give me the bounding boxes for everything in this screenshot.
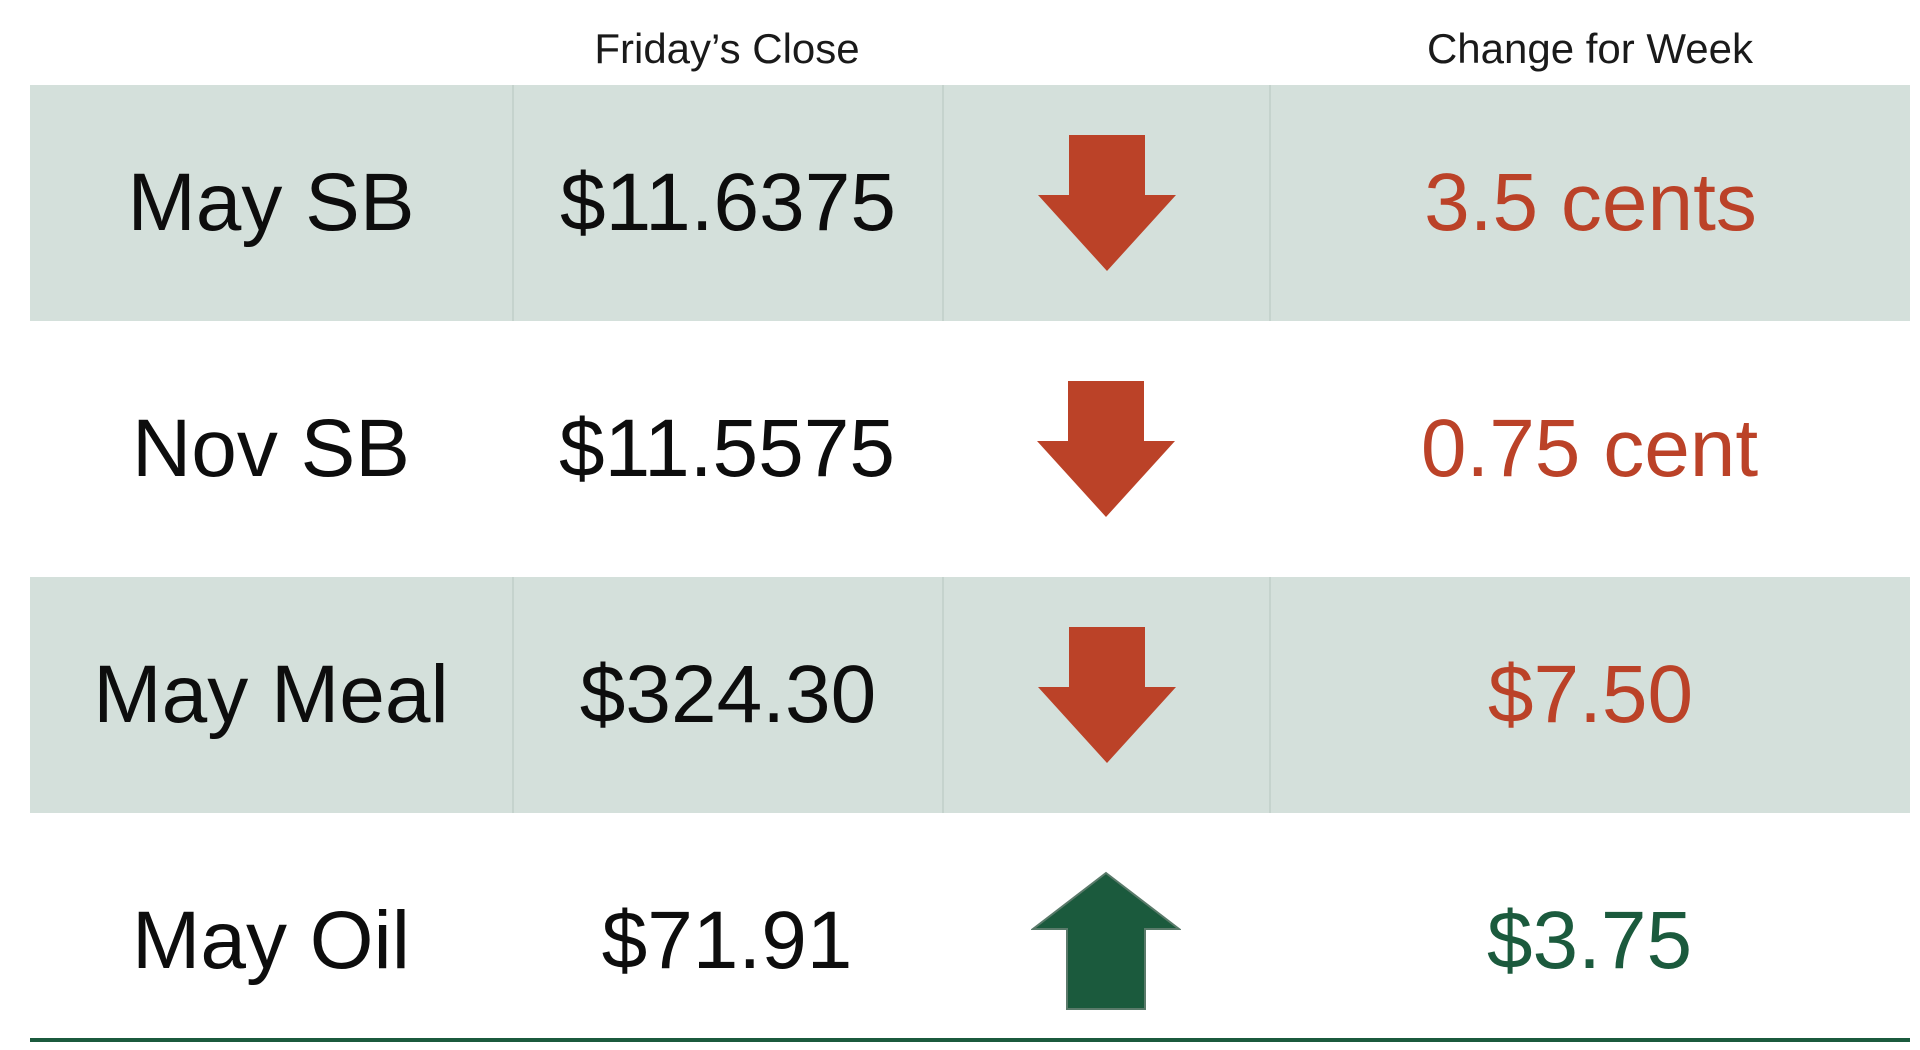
down-arrow-icon: [942, 577, 1269, 813]
table-row: Nov SB $11.5575 0.75 cent: [30, 331, 1910, 567]
table-row: May Meal $324.30 $7.50: [30, 577, 1910, 813]
fridays-close-value: $71.91: [601, 895, 853, 986]
fridays-close-value: $11.6375: [512, 85, 942, 321]
fridays-close-value: $11.5575: [559, 403, 895, 494]
commodity-name: Nov SB: [132, 403, 410, 494]
price-table: May SB $11.6375 3.5 cents Nov SB $11.557…: [30, 85, 1910, 1050]
fridays-close-value: $324.30: [512, 577, 942, 813]
commodity-name: May Meal: [93, 649, 449, 740]
header-change-for-week: Change for Week: [1426, 25, 1754, 72]
commodity-name: May Oil: [132, 895, 410, 986]
weekly-change-value: $3.75: [1486, 895, 1693, 986]
table-row: May Oil $71.91 $3.75: [30, 823, 1910, 1050]
weekly-change-value: 0.75 cent: [1420, 403, 1759, 494]
up-arrow-icon: [942, 823, 1269, 1050]
weekly-change-value: $7.50: [1269, 577, 1910, 813]
down-arrow-icon: [942, 331, 1269, 567]
commodity-name: May SB: [127, 157, 415, 248]
weekly-change-value: 3.5 cents: [1269, 85, 1910, 321]
header-fridays-close: Friday’s Close: [594, 25, 860, 72]
bottom-divider: [30, 1038, 1910, 1042]
down-arrow-icon: [942, 85, 1269, 321]
table-row: May SB $11.6375 3.5 cents: [30, 85, 1910, 321]
